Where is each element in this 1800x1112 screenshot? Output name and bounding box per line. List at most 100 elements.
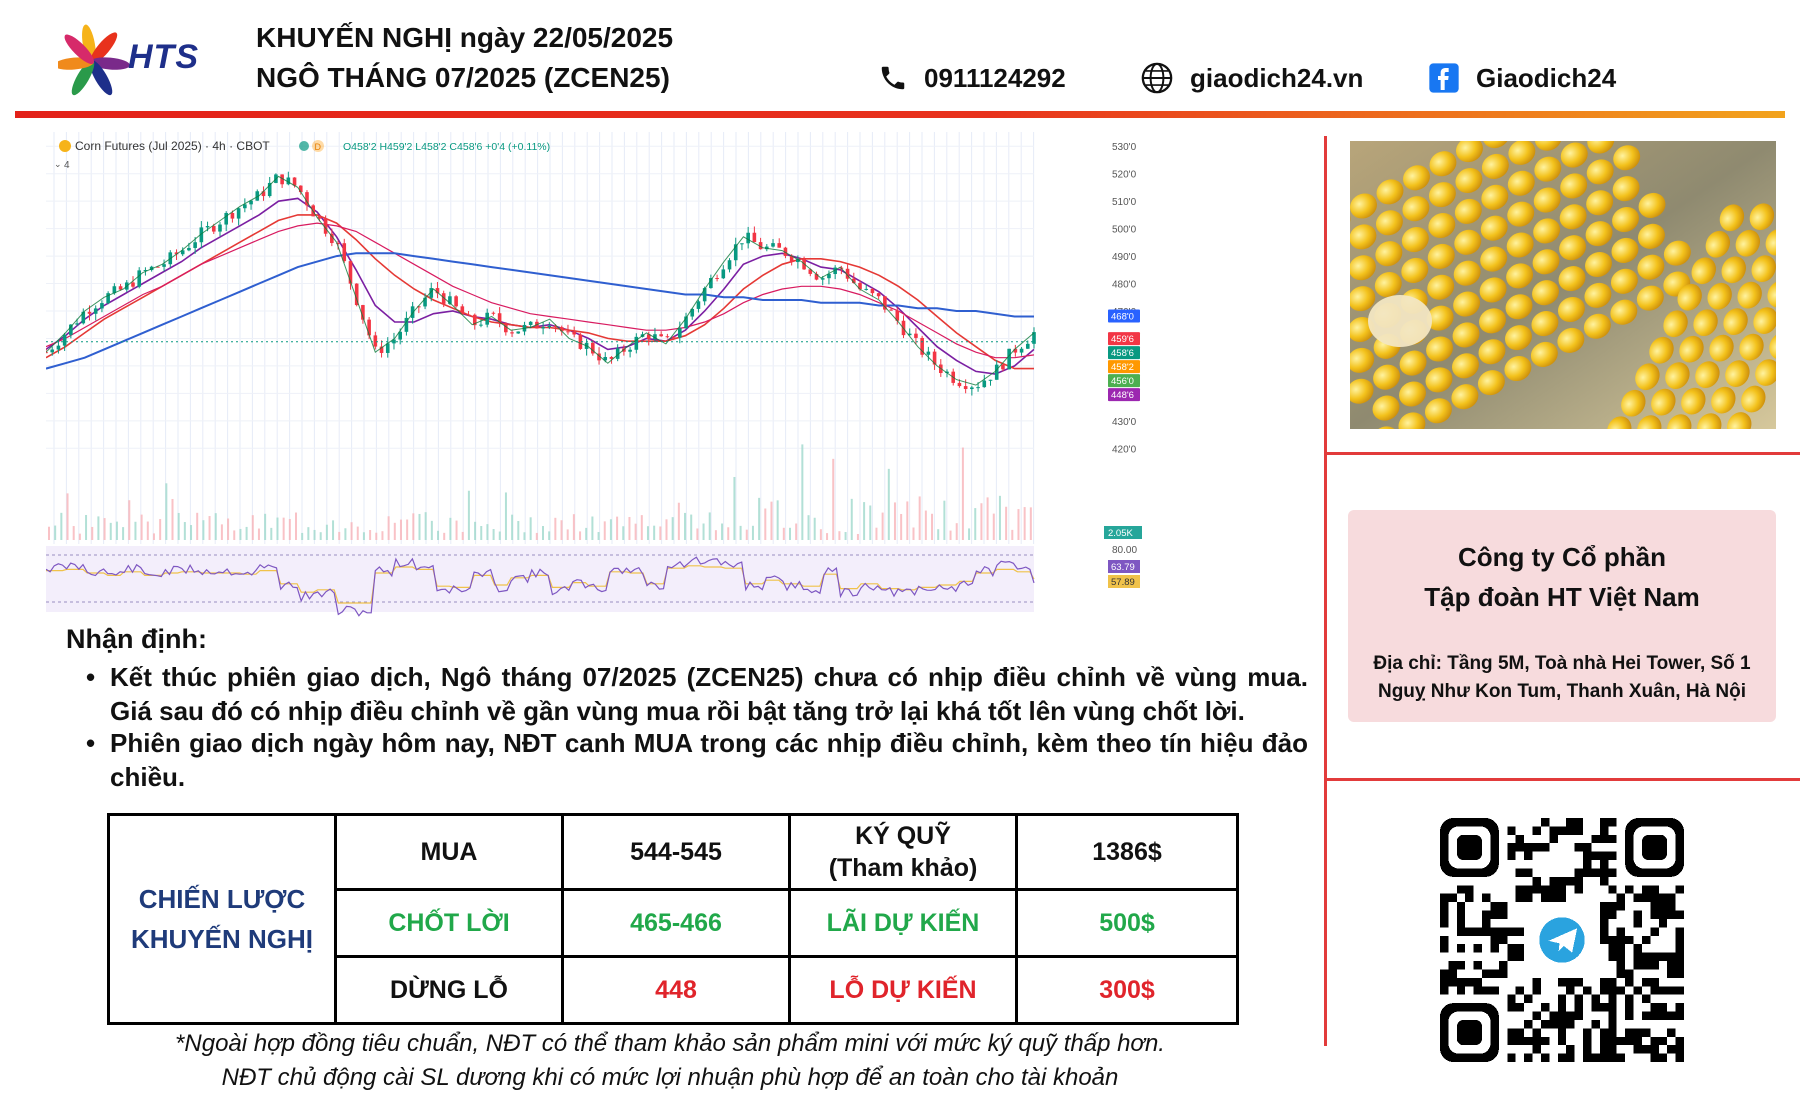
interval-badge: D: [315, 142, 322, 152]
corn-kernel: [1705, 230, 1731, 258]
qr-module: [1608, 868, 1617, 877]
website-link[interactable]: giaodich24.vn: [1190, 62, 1364, 93]
volume-bar: [270, 527, 273, 540]
volume-bar: [529, 517, 532, 540]
website-contact[interactable]: giaodich24.vn: [1140, 58, 1363, 98]
volume-bar: [1011, 529, 1014, 540]
volume-bar: [1023, 507, 1026, 540]
corn-kernel: [1507, 201, 1535, 227]
qr-module: [1465, 885, 1474, 894]
candle-body: [236, 208, 241, 219]
volume-bar: [1029, 507, 1032, 540]
qr-module: [1650, 961, 1659, 970]
qr-module: [1608, 834, 1617, 844]
qr-module: [1591, 994, 1600, 1004]
address-line1: Địa chỉ: Tầng 5M, Toà nhà Hei Tower, Số …: [1373, 653, 1751, 674]
qr-module: [1667, 910, 1676, 919]
corn-kernel: [1372, 395, 1400, 421]
qr-module: [1650, 910, 1659, 919]
qr-module: [1625, 1036, 1634, 1046]
analysis-text: Phiên giao dịch ngày hôm nay, NĐT canh M…: [110, 728, 1308, 792]
candle-body: [572, 332, 576, 335]
qr-module: [1658, 902, 1668, 911]
corn-kernel: [1613, 145, 1641, 171]
volume-bar: [887, 468, 890, 540]
corn-kernel: [1426, 336, 1454, 362]
corn-kernel: [1427, 243, 1455, 269]
qr-module: [1574, 994, 1584, 1004]
qr-module: [1633, 910, 1642, 919]
qr-module: [1440, 918, 1449, 928]
candle-body: [162, 264, 166, 267]
volume-bar: [227, 518, 230, 540]
qr-module: [1532, 1036, 1541, 1046]
corn-kernel: [1350, 347, 1375, 373]
corn-kernel: [1350, 193, 1377, 219]
volume-bar: [684, 512, 687, 540]
candle-body: [330, 233, 334, 244]
candle-body: [361, 305, 365, 320]
qr-module: [1608, 1011, 1617, 1020]
candle-body: [448, 296, 452, 304]
corn-kernel: [1585, 251, 1612, 278]
candle-body: [354, 283, 359, 306]
corn-kernel: [1559, 235, 1587, 261]
qr-module: [1675, 986, 1684, 995]
qr-module: [1625, 935, 1634, 945]
corn-kernel: [1665, 362, 1690, 390]
candle-body: [883, 296, 887, 310]
corn-kernel: [1612, 207, 1639, 233]
corn-kernel: [1506, 263, 1534, 289]
series-line: [46, 252, 1034, 370]
margin-label-line1: KÝ QUỸ: [855, 822, 951, 850]
qr-module: [1625, 969, 1634, 978]
volume-bar: [572, 514, 575, 540]
corn-kernel: [1479, 277, 1507, 303]
telegram-qr-code[interactable]: [1440, 818, 1684, 1062]
volume-bar: [486, 524, 489, 540]
candle-body: [292, 177, 297, 186]
corn-kernel: [1638, 192, 1666, 218]
qr-module: [1515, 944, 1525, 953]
qr-module: [1549, 826, 1558, 835]
corn-kernel: [1667, 414, 1692, 429]
qr-module: [1498, 935, 1508, 945]
analysis-text: Kết thúc phiên giao dịch, Ngô tháng 07/2…: [110, 662, 1308, 726]
indicator-toggle-chevron[interactable]: ⌄: [54, 160, 62, 170]
qr-module: [1599, 1003, 1609, 1012]
panel-divider-vertical: [1324, 136, 1327, 1046]
phone-contact[interactable]: 0911124292: [878, 58, 1066, 98]
corn-kernel: [1452, 322, 1480, 348]
corn-kernel: [1533, 187, 1561, 213]
facebook-name[interactable]: Giaodich24: [1476, 62, 1617, 93]
qr-module: [1507, 927, 1516, 936]
volume-bar: [591, 516, 594, 540]
volume-bar: [103, 518, 106, 540]
volume-bar: [634, 523, 637, 540]
price-tags: 468'0 459'6 458'6 458'2 456'0 448'6 2.05K 63.79…: [1104, 309, 1142, 588]
qr-module: [1616, 1036, 1626, 1046]
qr-module: [1599, 818, 1609, 827]
volume-bar: [461, 531, 464, 540]
qr-module: [1532, 977, 1541, 987]
candle-body: [758, 242, 763, 250]
corn-kernel: [1711, 386, 1736, 414]
corn-kernel: [1477, 370, 1505, 396]
indicator-count[interactable]: 4: [64, 160, 70, 171]
candle-body: [423, 297, 427, 307]
qr-module: [1599, 910, 1609, 919]
oscillator-tag: [1108, 560, 1140, 573]
qr-module: [1667, 952, 1676, 962]
volume-bar: [665, 519, 668, 540]
qr-module: [1498, 969, 1508, 978]
facebook-contact[interactable]: Giaodich24: [1428, 58, 1616, 98]
qr-module: [1608, 851, 1617, 861]
margin-label-line2: (Tham khảo): [828, 854, 978, 882]
volume-bar: [949, 530, 952, 540]
y-tick-label: 490'0: [1112, 252, 1137, 263]
corn-kernel: [1610, 299, 1638, 325]
candle-body: [833, 267, 837, 275]
volume-bar: [856, 533, 859, 540]
corn-kernel: [1425, 367, 1453, 393]
volume-bar: [609, 519, 612, 540]
